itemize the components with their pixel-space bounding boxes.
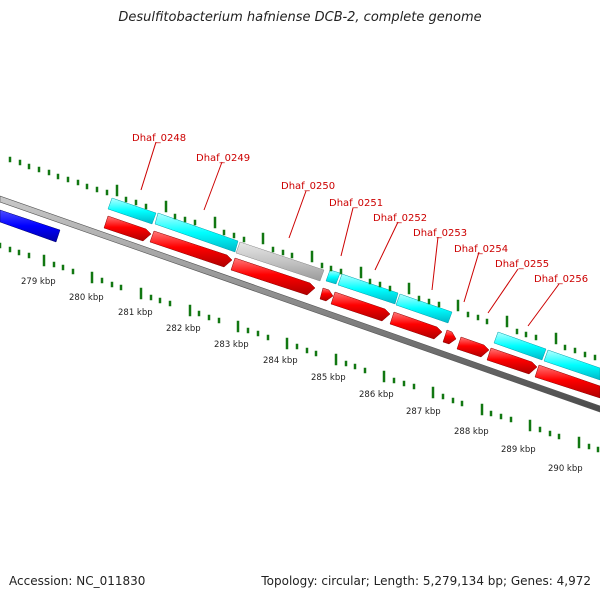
map-title: Desulfitobacterium hafniense DCB-2, comp… <box>118 10 482 25</box>
feature-cds-forward <box>456 336 490 358</box>
scale-label: 283 kbp <box>214 340 249 350</box>
feature-cds-reverse <box>395 293 453 324</box>
scale-label: 281 kbp <box>118 308 153 318</box>
feature-cds-forward <box>486 347 538 375</box>
gene-label-leaders <box>140 141 560 327</box>
feature-cds-forward <box>389 311 443 340</box>
map-footer: Accession: NC_011830 Topology: circular;… <box>9 574 591 588</box>
feature-noncoding-gray <box>235 241 325 282</box>
scale-label: 284 kbp <box>263 356 298 366</box>
accession-label: Accession: NC_011830 <box>9 574 146 588</box>
gene-label[interactable]: Dhaf_0250 <box>281 181 335 192</box>
gene-label[interactable]: Dhaf_0248 <box>132 133 186 144</box>
reverse-strand-track <box>107 197 600 381</box>
scale-label: 287 kbp <box>406 407 441 417</box>
gene-label[interactable]: Dhaf_0254 <box>454 244 508 255</box>
gene-label[interactable]: Dhaf_0253 <box>413 228 467 239</box>
forward-strand-track <box>103 215 600 399</box>
feature-cds-forward <box>103 215 152 242</box>
feature-cds-forward <box>534 364 600 399</box>
genome-summary: Topology: circular; Length: 5,279,134 bp… <box>261 574 591 588</box>
scale-label: 289 kbp <box>501 445 536 455</box>
inner-scale-ring <box>0 242 600 453</box>
gene-label[interactable]: Dhaf_0255 <box>495 259 549 270</box>
outer-tick-ring <box>8 156 597 361</box>
scale-label: 290 kbp <box>548 464 583 474</box>
scale-labels: 279 kbp 280 kbp 281 kbp 282 kbp 283 kbp … <box>21 277 583 474</box>
feature-cds-forward <box>442 329 457 345</box>
feature-cds-reverse <box>325 269 341 285</box>
gene-label[interactable]: Dhaf_0256 <box>534 274 588 285</box>
scale-label: 286 kbp <box>359 390 394 400</box>
gene-labels: Dhaf_0248 Dhaf_0249 Dhaf_0250 Dhaf_0251 … <box>132 133 588 285</box>
scale-label: 279 kbp <box>21 277 56 287</box>
gene-label[interactable]: Dhaf_0252 <box>373 213 427 224</box>
feature-cds-reverse <box>543 349 600 381</box>
gene-label[interactable]: Dhaf_0249 <box>196 153 250 164</box>
backbone-ring <box>0 195 600 413</box>
scale-label: 288 kbp <box>454 427 489 437</box>
feature-cds-forward <box>330 291 391 322</box>
feature-cds-reverse <box>493 331 547 361</box>
gene-label[interactable]: Dhaf_0251 <box>329 198 383 209</box>
feature-cds-reverse <box>107 197 157 225</box>
scale-label: 285 kbp <box>311 373 346 383</box>
feature-cds-forward <box>319 287 334 302</box>
feature-prior-blue <box>0 209 61 243</box>
scale-label: 282 kbp <box>166 324 201 334</box>
feature-cds-forward <box>230 257 316 296</box>
feature-cds-forward <box>149 230 233 268</box>
feature-cds-reverse <box>154 212 239 253</box>
scale-label: 280 kbp <box>69 293 104 303</box>
